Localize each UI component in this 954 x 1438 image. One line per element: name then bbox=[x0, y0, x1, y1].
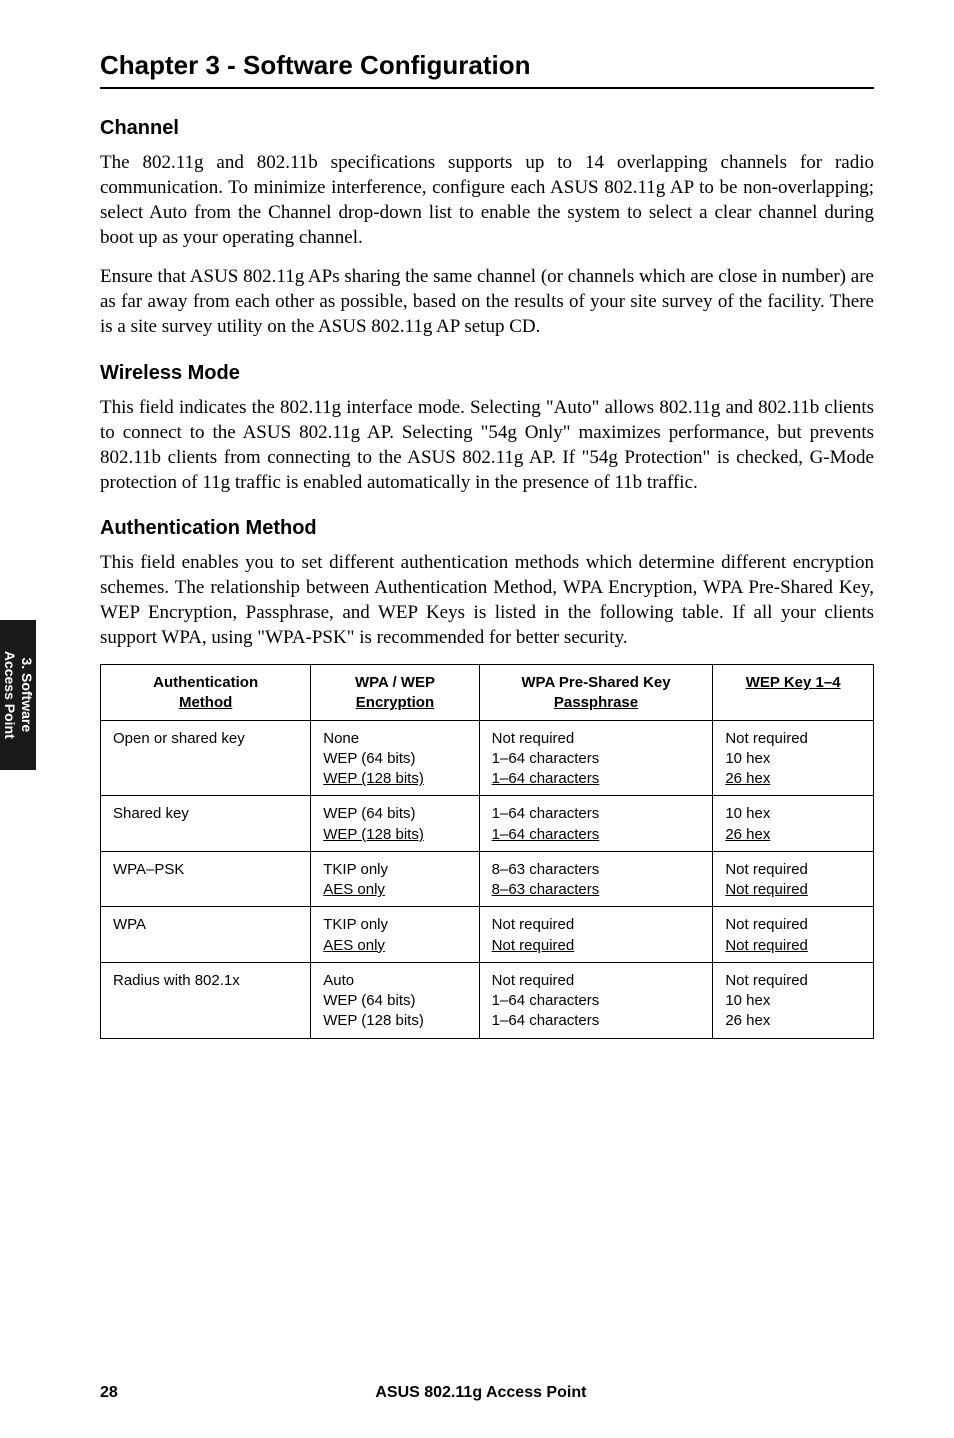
table-cell: Shared key bbox=[101, 796, 311, 852]
side-tab: 3. Software Access Point bbox=[0, 620, 36, 770]
table-row: Shared keyWEP (64 bits)WEP (128 bits)1–6… bbox=[101, 796, 874, 852]
side-tab-line1: 3. Software bbox=[19, 658, 35, 733]
table-cell: Not requiredNot required bbox=[713, 907, 874, 963]
table-cell: Not requiredNot required bbox=[479, 907, 713, 963]
table-cell: 8–63 characters8–63 characters bbox=[479, 851, 713, 907]
heading-wireless-mode: Wireless Mode bbox=[100, 362, 874, 385]
para-channel-2: Ensure that ASUS 802.11g APs sharing the… bbox=[100, 264, 874, 339]
table-cell: NoneWEP (64 bits)WEP (128 bits) bbox=[311, 720, 479, 796]
table-cell: Not required1–64 characters1–64 characte… bbox=[479, 720, 713, 796]
page-footer: 28 ASUS 802.11g Access Point bbox=[100, 1384, 874, 1402]
table-cell: TKIP onlyAES only bbox=[311, 907, 479, 963]
footer-title: ASUS 802.11g Access Point bbox=[88, 1384, 874, 1402]
table-cell: 1–64 characters1–64 characters bbox=[479, 796, 713, 852]
table-cell: TKIP onlyAES only bbox=[311, 851, 479, 907]
side-tab-line2: Access Point bbox=[2, 651, 18, 739]
table-cell: WPA bbox=[101, 907, 311, 963]
table-cell: AutoWEP (64 bits)WEP (128 bits) bbox=[311, 962, 479, 1038]
auth-table-body: Open or shared keyNoneWEP (64 bits)WEP (… bbox=[101, 720, 874, 1038]
title-divider bbox=[100, 87, 874, 89]
table-header: AuthenticationMethod bbox=[101, 665, 311, 721]
para-wireless-1: This field indicates the 802.11g interfa… bbox=[100, 395, 874, 495]
table-row: Open or shared keyNoneWEP (64 bits)WEP (… bbox=[101, 720, 874, 796]
table-row: WPA–PSKTKIP onlyAES only8–63 characters8… bbox=[101, 851, 874, 907]
table-cell: Not required1–64 characters1–64 characte… bbox=[479, 962, 713, 1038]
table-cell: WPA–PSK bbox=[101, 851, 311, 907]
table-cell: Not required10 hex26 hex bbox=[713, 962, 874, 1038]
table-header: WEP Key 1–4 bbox=[713, 665, 874, 721]
auth-table-head: AuthenticationMethodWPA / WEPEncryptionW… bbox=[101, 665, 874, 721]
heading-channel: Channel bbox=[100, 117, 874, 140]
table-header: WPA / WEPEncryption bbox=[311, 665, 479, 721]
table-cell: 10 hex26 hex bbox=[713, 796, 874, 852]
table-cell: WEP (64 bits)WEP (128 bits) bbox=[311, 796, 479, 852]
table-cell: Not required10 hex26 hex bbox=[713, 720, 874, 796]
table-row: WPATKIP onlyAES onlyNot requiredNot requ… bbox=[101, 907, 874, 963]
para-channel-1: The 802.11g and 802.11b specifications s… bbox=[100, 150, 874, 250]
auth-table: AuthenticationMethodWPA / WEPEncryptionW… bbox=[100, 664, 874, 1039]
table-row: Radius with 802.1xAutoWEP (64 bits)WEP (… bbox=[101, 962, 874, 1038]
chapter-title: Chapter 3 - Software Configuration bbox=[100, 50, 874, 81]
heading-auth-method: Authentication Method bbox=[100, 517, 874, 540]
table-cell: Not requiredNot required bbox=[713, 851, 874, 907]
table-cell: Radius with 802.1x bbox=[101, 962, 311, 1038]
table-cell: Open or shared key bbox=[101, 720, 311, 796]
para-auth-1: This field enables you to set different … bbox=[100, 550, 874, 650]
table-header: WPA Pre-Shared KeyPassphrase bbox=[479, 665, 713, 721]
